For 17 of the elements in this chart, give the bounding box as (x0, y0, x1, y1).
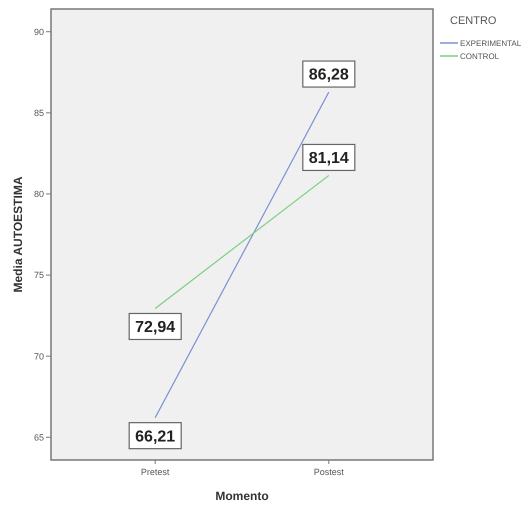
y-tick-label: 85 (34, 108, 44, 118)
legend-label: EXPERIMENTAL (460, 38, 522, 48)
x-axis-title: Momento (215, 489, 269, 503)
x-tick-label: Postest (314, 467, 344, 477)
y-tick-label: 80 (34, 189, 44, 200)
legend-label: CONTROL (460, 52, 500, 61)
y-axis-title: Media AUTOESTIMA (11, 176, 25, 293)
data-label: 86,28 (308, 66, 349, 84)
y-tick-label: 75 (34, 270, 44, 280)
x-tick-label: Pretest (140, 467, 170, 477)
y-tick-label: 90 (34, 26, 44, 37)
data-label: 66,21 (135, 428, 176, 446)
data-label: 81,14 (308, 150, 349, 168)
y-tick-label: 65 (34, 432, 44, 442)
legend-title: CENTRO (450, 15, 497, 27)
data-label: 72,94 (135, 319, 176, 336)
y-tick-label: 70 (34, 351, 44, 362)
